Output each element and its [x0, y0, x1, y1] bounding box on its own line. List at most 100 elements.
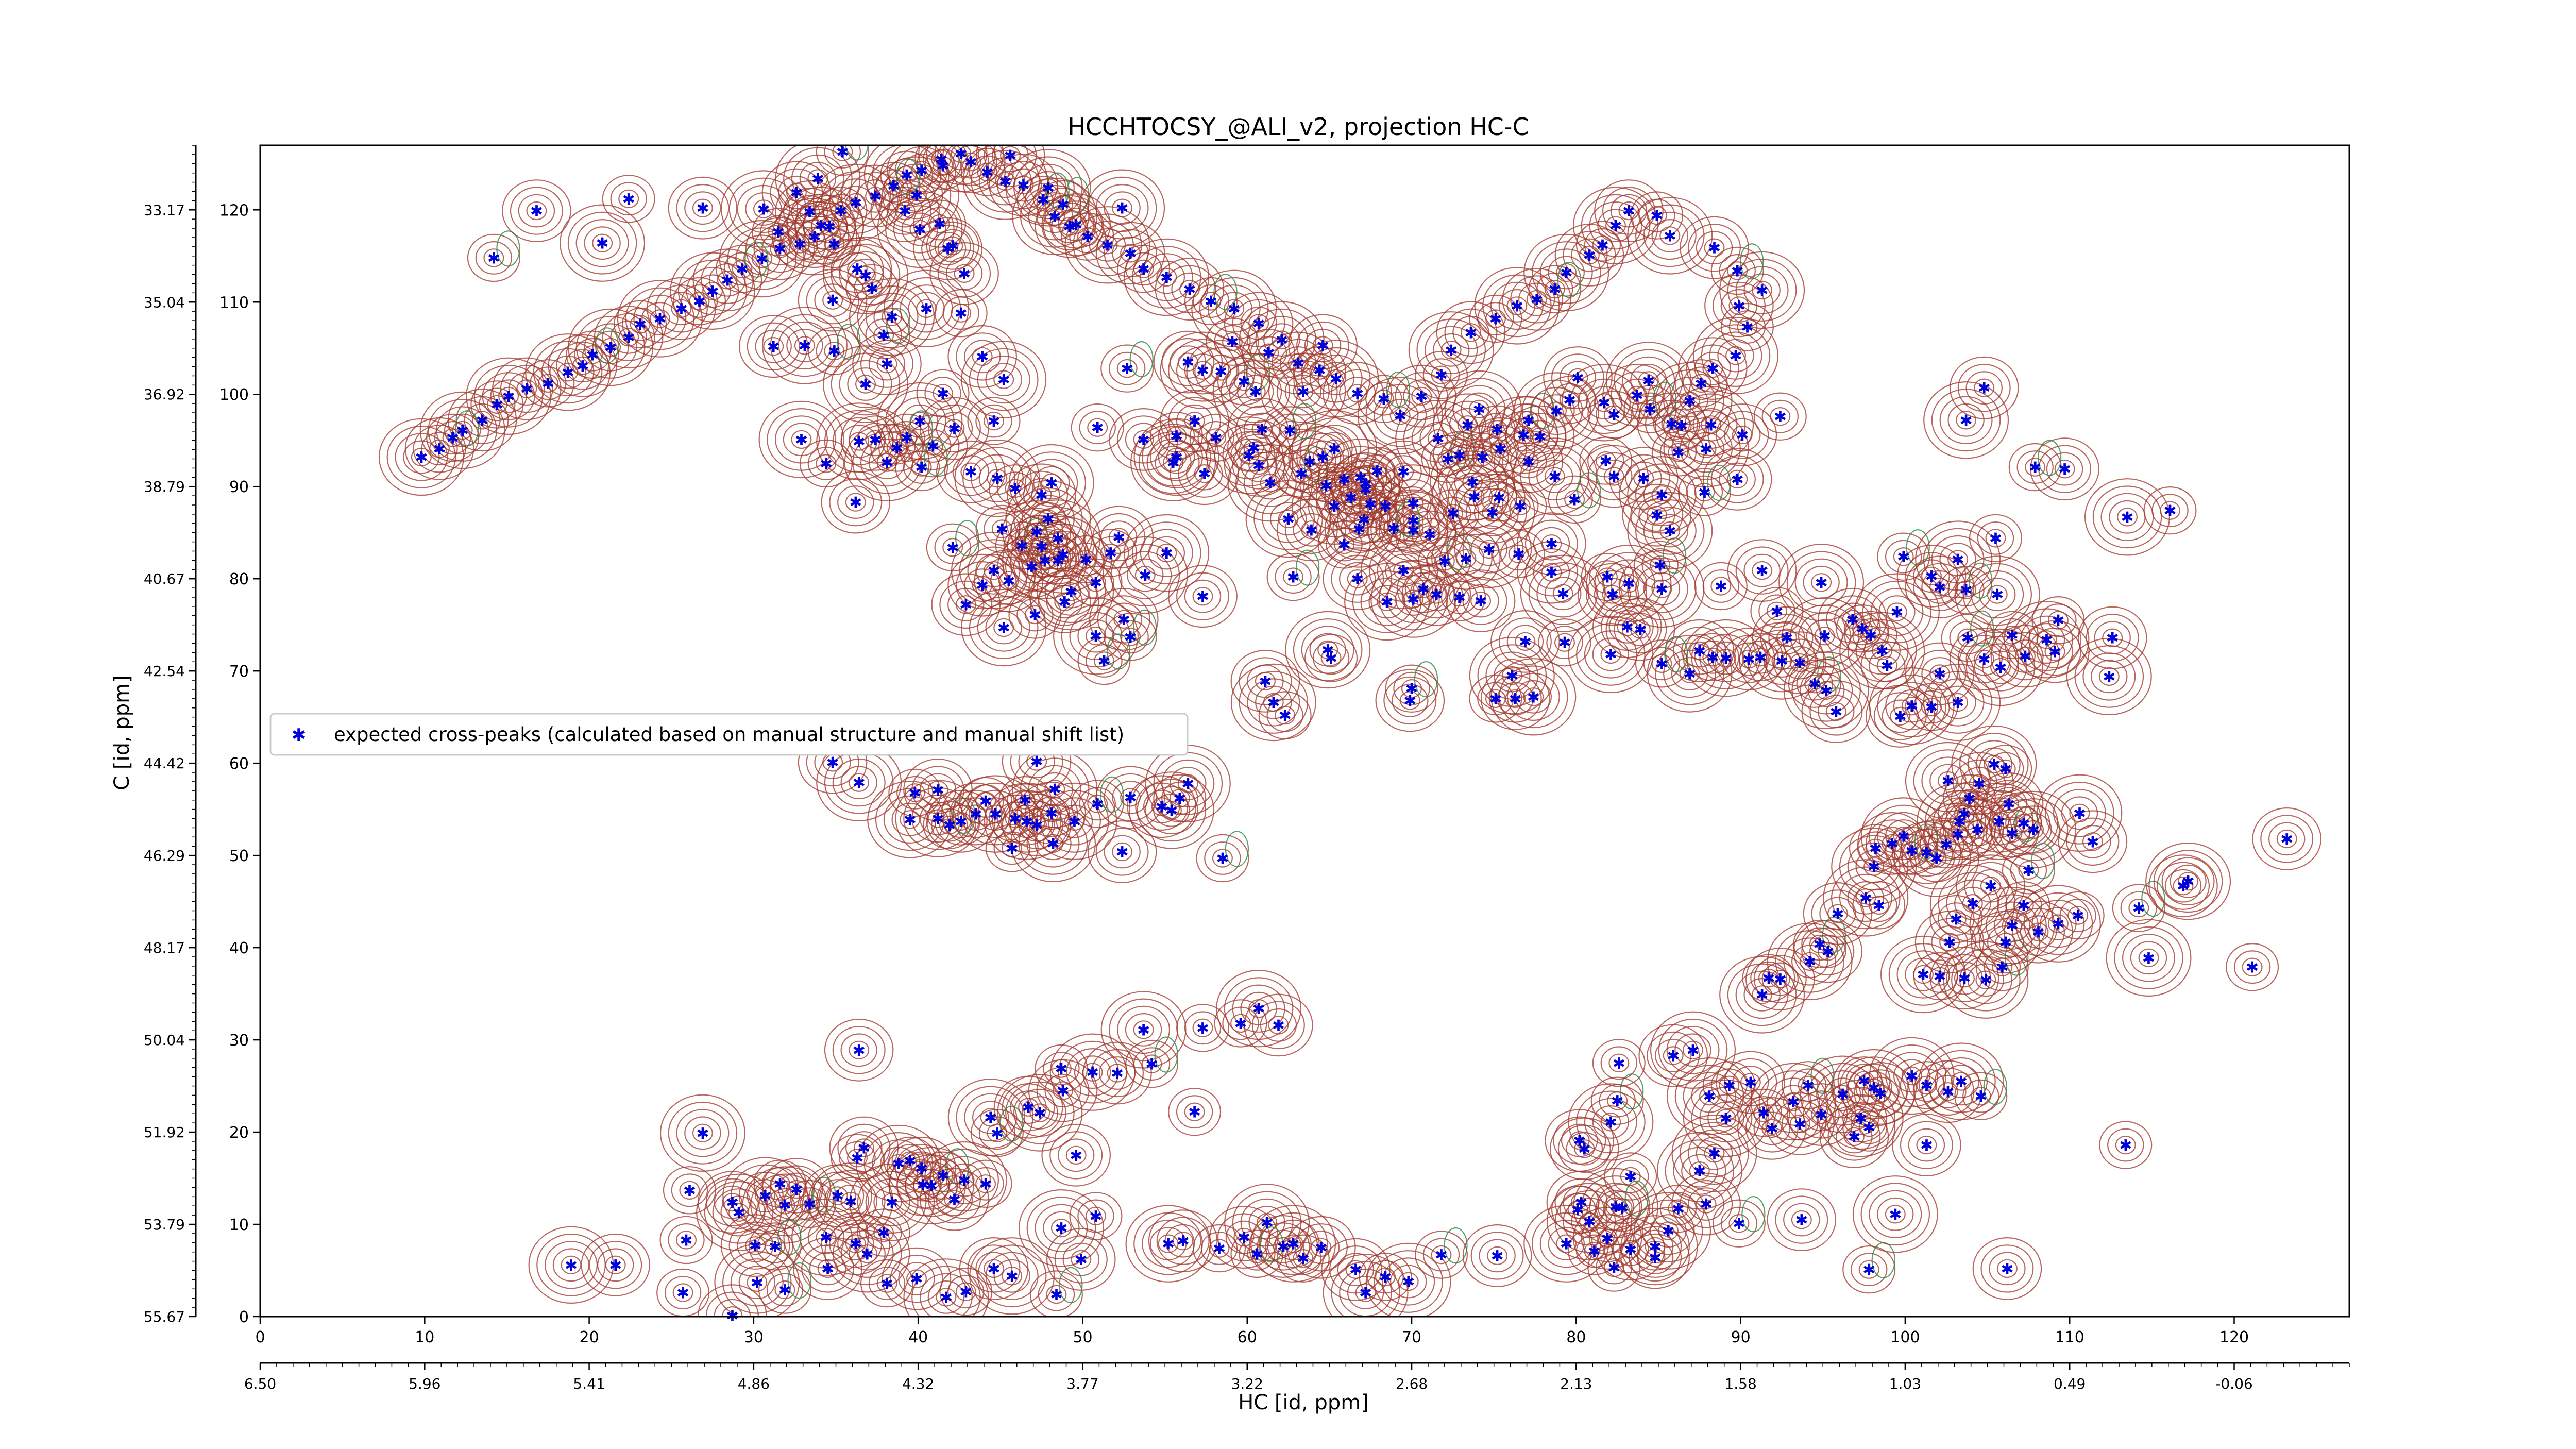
cross-peak-marker: ✱ — [1762, 970, 1775, 988]
contour-ring — [1191, 269, 1277, 348]
cross-peak-marker: ✱ — [1057, 196, 1070, 214]
contour-ring — [900, 810, 921, 829]
contour-ring — [824, 145, 861, 169]
contour-ring — [1584, 1098, 1637, 1147]
contour-ring — [1523, 687, 1544, 706]
cross-peak-marker: ✱ — [1973, 776, 1986, 794]
contour-ring — [1957, 364, 2011, 412]
contour-ring — [987, 1123, 1008, 1142]
cross-peak-marker: ✱ — [1058, 594, 1071, 612]
contour-ring — [1831, 1049, 1917, 1127]
cross-peak-marker: ✱ — [937, 1167, 950, 1185]
cross-peak-marker: ✱ — [2119, 1137, 2132, 1155]
contour-ring — [1596, 398, 1633, 431]
y-index-tick-label: 20 — [229, 1124, 249, 1142]
contour-ring — [1236, 375, 1274, 409]
contour-ring — [1584, 228, 1621, 262]
x-axis-label: HC [id, ppm] — [1238, 1391, 1369, 1414]
contour-ring — [1046, 585, 1083, 619]
contour-ring — [1079, 411, 1116, 445]
cross-peak-marker: ✱ — [1703, 1088, 1716, 1106]
contour-ring — [1431, 1245, 1452, 1265]
contour-ring — [1345, 503, 1383, 536]
cross-peak-marker: ✱ — [877, 327, 890, 345]
negative-contour-ring — [1414, 661, 1438, 698]
cross-peak-marker: ✱ — [915, 1160, 928, 1178]
contour-ring — [1993, 816, 2031, 850]
contour-ring — [1767, 1188, 1837, 1252]
y-index-tick-label: 40 — [229, 939, 249, 957]
contour-ring — [969, 348, 1039, 411]
contour-ring — [1827, 904, 1849, 923]
negative-contour-ring — [1577, 472, 1601, 509]
cross-peak-marker: ✱ — [1955, 1073, 1968, 1091]
cross-peak-marker: ✱ — [1321, 642, 1334, 660]
contour-ring — [789, 234, 810, 254]
contour-ring — [1641, 548, 1679, 582]
cross-peak-marker: ✱ — [1259, 673, 1272, 691]
cross-peak-marker: ✱ — [757, 201, 770, 219]
contour-ring — [675, 1231, 697, 1250]
contour-ring — [1651, 654, 1672, 673]
contour-ring — [821, 470, 891, 534]
contour-ring — [1801, 927, 1855, 976]
contour-ring — [1847, 619, 1917, 682]
contour-ring — [1117, 245, 1171, 293]
contour-ring — [2037, 774, 2123, 852]
contour-ring — [1680, 216, 1749, 279]
contour-ring — [1563, 231, 1616, 279]
contour-ring — [1225, 364, 1263, 398]
contour-ring — [610, 182, 647, 216]
contour-ring — [1125, 1013, 1162, 1047]
contour-ring — [2102, 628, 2123, 647]
cross-peak-marker: ✱ — [890, 440, 903, 458]
contour-ring — [1047, 551, 1069, 570]
contour-ring — [1002, 1267, 1023, 1286]
cross-peak-marker: ✱ — [433, 441, 446, 459]
contour-ring — [921, 207, 958, 241]
contour-ring — [1666, 1026, 1720, 1074]
contour-ring — [1767, 1077, 1820, 1126]
cross-peak-marker: ✱ — [948, 420, 961, 439]
contour-ring — [829, 478, 883, 527]
contour-ring — [852, 431, 922, 494]
contour-ring — [1311, 1238, 1332, 1257]
contour-ring — [2004, 601, 2090, 679]
contour-ring — [962, 447, 1032, 510]
contour-ring — [1168, 397, 1222, 445]
contour-ring — [1893, 547, 1914, 566]
contour-ring — [2276, 829, 2297, 849]
y-index-tick-label: 10 — [229, 1216, 249, 1234]
cross-peak-marker: ✱ — [1352, 521, 1365, 539]
cross-peak-marker: ✱ — [604, 339, 617, 357]
contour-ring — [1683, 1040, 1704, 1060]
contour-ring — [1275, 705, 1296, 725]
contour-ring — [1699, 1094, 1753, 1142]
cross-peak-marker: ✱ — [1055, 1220, 1067, 1238]
contour-ring — [1832, 1085, 1853, 1104]
x-ppm-tick-label: 3.77 — [1066, 1375, 1098, 1392]
contour-ring — [1042, 834, 1063, 853]
contour-ring — [1239, 657, 1292, 705]
contour-ring — [684, 1116, 721, 1150]
cross-peak-marker: ✱ — [1214, 363, 1227, 381]
contour-ring — [1545, 577, 1582, 611]
cross-peak-marker: ✱ — [1996, 959, 2009, 977]
contour-ring — [1942, 774, 1996, 822]
contour-ring — [2004, 900, 2073, 964]
contour-ring — [475, 241, 513, 275]
cross-peak-marker: ✱ — [1137, 431, 1150, 449]
contour-ring — [617, 280, 703, 358]
contour-ring — [1026, 819, 1080, 868]
y-ppm-tick-label: 53.79 — [144, 1216, 185, 1233]
cross-peak-marker: ✱ — [1607, 468, 1620, 486]
contour-ring — [876, 1274, 897, 1293]
contour-ring — [944, 1190, 965, 1209]
cross-peak-marker: ✱ — [964, 154, 977, 172]
y-ppm-tick-label: 35.04 — [144, 294, 185, 311]
cross-peak-marker: ✱ — [1624, 1241, 1637, 1259]
cross-peak-marker: ✱ — [1856, 620, 1869, 638]
contour-ring — [1877, 532, 1930, 581]
contour-ring — [812, 163, 899, 242]
contour-ring — [1455, 480, 1493, 514]
